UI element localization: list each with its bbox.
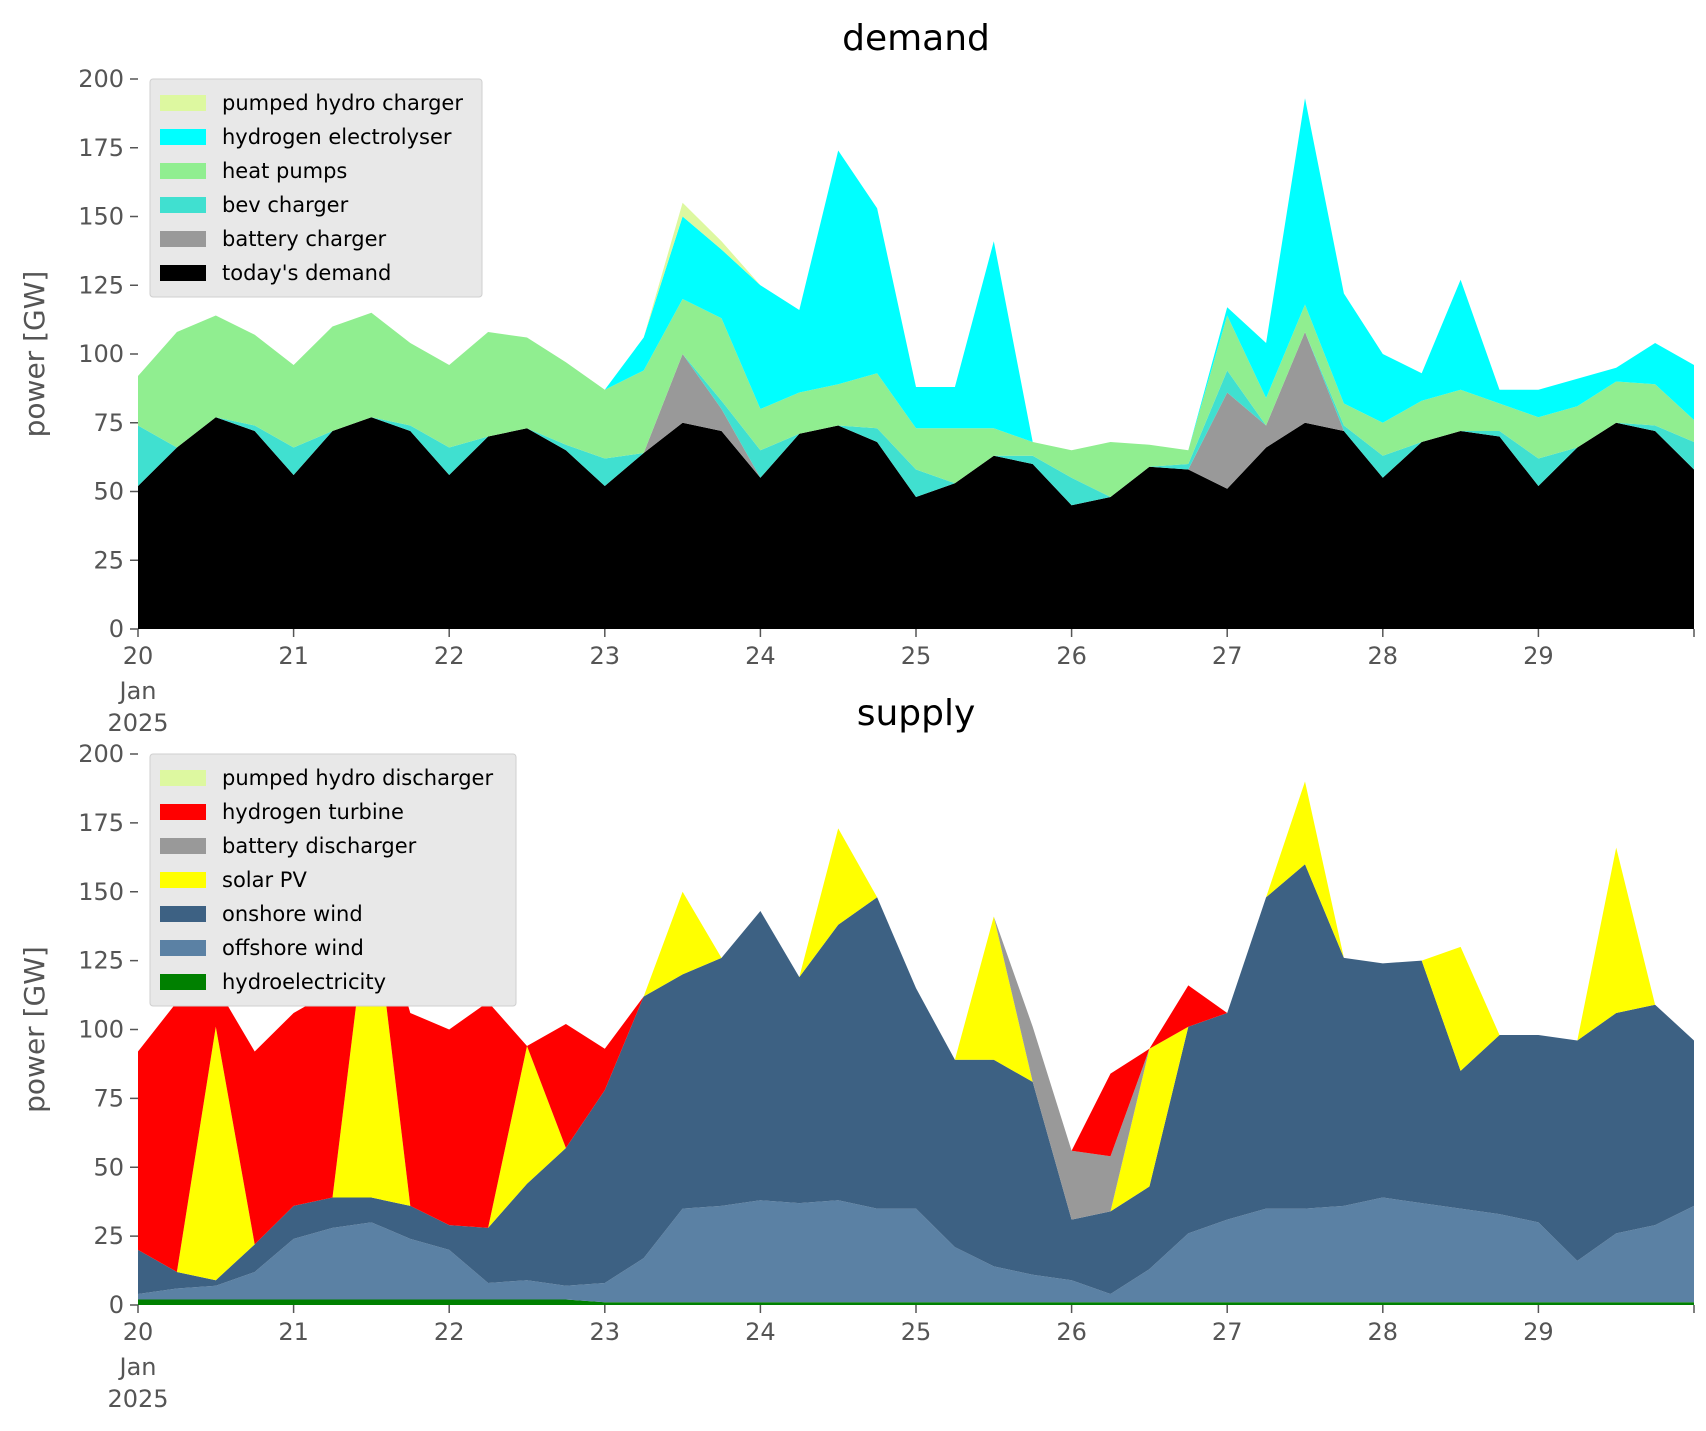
y-axis-label: power [GW] xyxy=(18,271,51,438)
x-tick-label: 23 xyxy=(590,1318,621,1346)
y-tick-label: 100 xyxy=(78,1016,124,1044)
legend-label-battery-discharger: battery discharger xyxy=(222,834,417,858)
area-offshore-wind xyxy=(138,1197,1694,1303)
y-tick-label: 25 xyxy=(93,546,124,574)
legend-swatch-battery-discharger xyxy=(160,838,206,854)
y-tick-label: 150 xyxy=(78,878,124,906)
x-tick-label: 23 xyxy=(590,642,621,670)
y-tick-label: 175 xyxy=(78,134,124,162)
chart-title: supply xyxy=(857,693,976,734)
legend-label-pumped-hydro-discharger: pumped hydro discharger xyxy=(222,766,493,790)
y-tick-label: 75 xyxy=(93,409,124,437)
y-tick-label: 175 xyxy=(78,809,124,837)
legend-swatch-solar-pv xyxy=(160,872,206,888)
y-tick-label: 125 xyxy=(78,271,124,299)
legend-label-solar-pv: solar PV xyxy=(222,868,307,892)
x-tick-label: 21 xyxy=(278,1318,309,1346)
legend-label-heat-pumps: heat pumps xyxy=(222,159,347,183)
legend-swatch-pumped-hydro-discharger xyxy=(160,770,206,786)
y-tick-label: 50 xyxy=(93,1153,124,1181)
legend-swatch-onshore-wind xyxy=(160,906,206,922)
area-bev-charger xyxy=(138,332,1694,506)
area-onshore-wind xyxy=(138,864,1694,1294)
x-tick-label: 29 xyxy=(1523,1318,1554,1346)
y-tick-label: 200 xyxy=(78,740,124,768)
legend-swatch-hydrogen-electrolyser xyxy=(160,129,206,145)
y-tick-label: 100 xyxy=(78,340,124,368)
legend xyxy=(149,78,483,298)
x-tick-label: 28 xyxy=(1368,1318,1399,1346)
legend-swatch-bev-charger xyxy=(160,197,206,213)
legend-swatch-battery-charger xyxy=(160,231,206,247)
legend-label-hydrogen-electrolyser: hydrogen electrolyser xyxy=(222,125,452,149)
x-tick-label: 20 xyxy=(123,642,154,670)
legend-label-pumped-hydro-charger: pumped hydro charger xyxy=(222,91,463,115)
x-tick-label: 26 xyxy=(1056,642,1087,670)
x-tick-label: 27 xyxy=(1212,642,1243,670)
legend-label-hydrogen-turbine: hydrogen turbine xyxy=(222,800,404,824)
x-tick-sublabel: 2025 xyxy=(107,709,168,737)
x-tick-sublabel: Jan xyxy=(118,677,157,705)
legend-swatch-hydroelectricity xyxy=(160,974,206,990)
legend-swatch-hydrogen-turbine xyxy=(160,804,206,820)
legend-label-battery-charger: battery charger xyxy=(222,227,387,251)
area-solar-pv xyxy=(138,781,1694,1281)
legend-label-bev-charger: bev charger xyxy=(222,193,349,217)
legend-swatch-heat-pumps xyxy=(160,163,206,179)
x-tick-label: 22 xyxy=(434,1318,465,1346)
y-tick-label: 0 xyxy=(109,615,124,643)
x-tick-sublabel: 2025 xyxy=(107,1385,168,1413)
y-tick-label: 150 xyxy=(78,203,124,231)
y-axis-label: power [GW] xyxy=(18,946,51,1113)
x-tick-label: 20 xyxy=(123,1318,154,1346)
x-tick-label: 29 xyxy=(1523,642,1554,670)
demand-chart: demand 0 25 50 75 100 125 150 175 200 power [GW] 20… xyxy=(18,18,1695,737)
area-heat-pumps xyxy=(138,299,1694,497)
area-hydrogen-electrolyser xyxy=(138,98,1694,451)
legend-swatch-today-s-demand xyxy=(160,265,206,281)
x-tick-label: 22 xyxy=(434,642,465,670)
x-tick-sublabel: Jan xyxy=(118,1353,157,1381)
x-tick-label: 28 xyxy=(1368,642,1399,670)
legend-label-hydroelectricity: hydroelectricity xyxy=(222,970,386,994)
legend-swatch-offshore-wind xyxy=(160,940,206,956)
legend-label-offshore-wind: offshore wind xyxy=(222,936,364,960)
area-battery-charger xyxy=(138,332,1694,506)
y-tick-label: 0 xyxy=(109,1291,124,1319)
y-tick-label: 50 xyxy=(93,478,124,506)
legend-label-today-s-demand: today's demand xyxy=(222,261,391,285)
x-tick-label: 27 xyxy=(1212,1318,1243,1346)
legend xyxy=(149,753,517,1007)
x-tick-label: 24 xyxy=(745,642,776,670)
x-tick-label: 25 xyxy=(901,642,932,670)
x-tick-label: 21 xyxy=(278,642,309,670)
legend-label-onshore-wind: onshore wind xyxy=(222,902,363,926)
y-tick-label: 25 xyxy=(93,1222,124,1250)
y-tick-label: 200 xyxy=(78,65,124,93)
y-tick-label: 75 xyxy=(93,1084,124,1112)
legend-swatch-pumped-hydro-charger xyxy=(160,95,206,111)
chart-title: demand xyxy=(842,18,990,59)
x-tick-label: 25 xyxy=(901,1318,932,1346)
x-tick-label: 26 xyxy=(1056,1318,1087,1346)
y-tick-label: 125 xyxy=(78,947,124,975)
supply-chart: supply 0 25 50 75 100 125 150 175 200 power [GW] 20… xyxy=(18,693,1695,1413)
x-tick-label: 24 xyxy=(745,1318,776,1346)
area-today-s-demand xyxy=(138,417,1694,629)
